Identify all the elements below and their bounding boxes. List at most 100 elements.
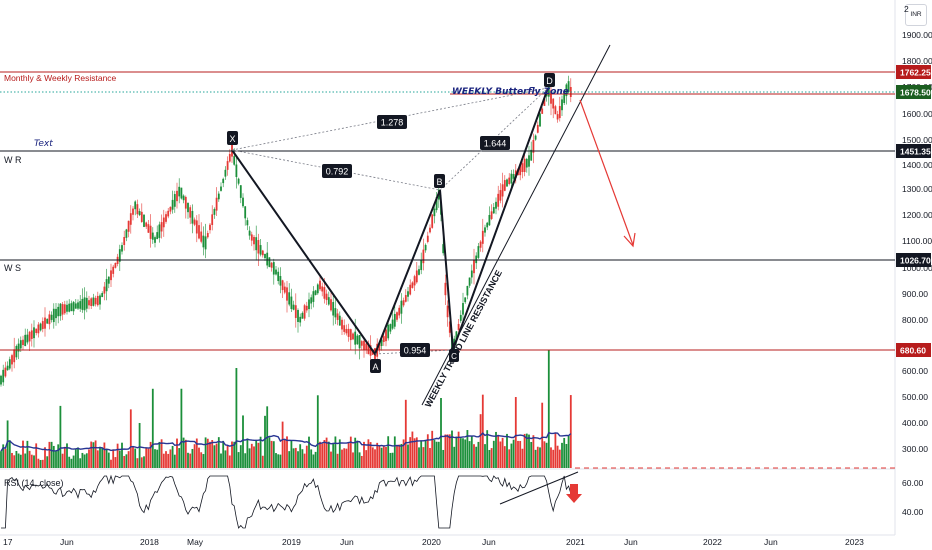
down-arrow-icon[interactable]	[566, 484, 582, 503]
candle-body	[204, 236, 207, 250]
time-tick: Jun	[624, 537, 638, 547]
candle-body	[325, 293, 328, 301]
projection-arrow-line[interactable]	[579, 99, 634, 246]
candle-body	[261, 250, 264, 256]
ratio-xd: 1.278	[377, 115, 407, 129]
candle-body	[162, 217, 165, 228]
candle-body	[182, 195, 185, 201]
volume-bar	[347, 442, 350, 468]
volume-bar	[171, 445, 174, 468]
price-tick: 300.00	[902, 444, 928, 454]
candle-body	[470, 270, 473, 278]
volume-bar	[400, 443, 403, 468]
volume-bar	[283, 439, 286, 468]
volume-bar	[532, 435, 535, 468]
volume-bar	[138, 422, 141, 468]
volume-bar	[253, 446, 255, 468]
price-tick: 1100.00	[902, 236, 932, 246]
volume-bar	[202, 454, 205, 468]
candle-body	[547, 84, 550, 97]
volume-bar	[380, 447, 383, 468]
point-b[interactable]: B	[434, 174, 445, 188]
candle-body	[279, 276, 282, 286]
volume-bar	[204, 437, 207, 468]
candle-body	[257, 240, 260, 254]
volume-bar	[433, 439, 436, 468]
volume-bar	[521, 448, 524, 468]
volume-bar	[281, 421, 284, 468]
candle-body	[435, 197, 438, 211]
candle-body	[193, 219, 196, 225]
volume-bar	[178, 448, 181, 468]
volume-ma-line	[0, 431, 572, 452]
candle-body	[180, 187, 183, 199]
volume-bar	[330, 451, 332, 468]
volume-bar	[90, 441, 93, 468]
time-tick: 2020	[422, 537, 441, 547]
volume-bar	[316, 395, 319, 468]
volume-bar	[277, 454, 280, 468]
candle-body	[338, 315, 341, 326]
candle-body	[268, 257, 271, 267]
volume-bar	[215, 443, 218, 468]
point-a[interactable]: A	[370, 359, 381, 373]
price-level-tag: 1678.50	[896, 85, 931, 99]
rsi-trendline[interactable]	[499, 471, 579, 505]
volume-bar	[462, 438, 464, 468]
volume-bar	[393, 436, 396, 468]
candle-body	[206, 233, 209, 238]
price-tick: 1600.00	[902, 109, 932, 119]
volume-bar	[242, 415, 244, 468]
weekly-trendline[interactable]	[421, 44, 611, 406]
price-tick: 500.00	[902, 392, 928, 402]
candle-body	[510, 173, 513, 184]
volume-bar	[567, 434, 570, 468]
candle-body	[156, 232, 159, 240]
volume-bar	[418, 447, 420, 468]
point-x[interactable]: X	[227, 131, 238, 145]
volume-bar	[11, 452, 13, 468]
volume-bar	[26, 440, 29, 468]
volume-bar	[167, 453, 170, 468]
volume-bar	[413, 438, 416, 468]
time-axis[interactable]: 17 Jun 2018 May 2019 Jun 2020 Jun 2021 Jun 2022 Jun…	[3, 537, 864, 547]
candle-body	[79, 301, 82, 309]
volume-bar	[173, 454, 176, 468]
currency-button[interactable]: INR	[905, 4, 927, 26]
volume-bar	[499, 441, 502, 468]
candle-body	[308, 299, 310, 310]
volume-bar	[341, 449, 343, 468]
point-a-label: A	[372, 362, 378, 372]
volume-bar	[169, 449, 172, 468]
candle-body	[184, 196, 187, 209]
candle-body	[123, 236, 126, 246]
volume-bar	[367, 439, 370, 468]
volume-bar	[127, 451, 130, 468]
point-c[interactable]: C	[449, 349, 459, 362]
volume-bar	[162, 453, 165, 468]
ws-label: W S	[4, 263, 21, 273]
volume-bar	[558, 449, 561, 468]
volume-bar	[481, 394, 484, 468]
candle-body	[277, 271, 280, 282]
candle-body	[143, 214, 145, 227]
volume-bar	[437, 441, 440, 468]
volume-bar	[541, 402, 544, 468]
volume-bar	[107, 452, 110, 468]
volume-bar	[539, 447, 541, 468]
volume-bar	[220, 453, 222, 468]
volume-bar	[57, 444, 60, 468]
volume-bar	[301, 449, 304, 468]
trendline-label: WEEKLY TREND LINE RESISTANCE	[423, 268, 504, 409]
volume-bar	[358, 452, 361, 468]
candle-body	[486, 222, 489, 228]
volume-bar	[101, 447, 104, 468]
candle-body	[411, 282, 414, 288]
volume-bar	[468, 441, 471, 468]
candle-body	[147, 224, 150, 233]
point-d[interactable]: D	[544, 73, 555, 87]
price-tick: 800.00	[902, 315, 928, 325]
volume-bar	[420, 440, 423, 468]
candle-body	[462, 303, 464, 315]
